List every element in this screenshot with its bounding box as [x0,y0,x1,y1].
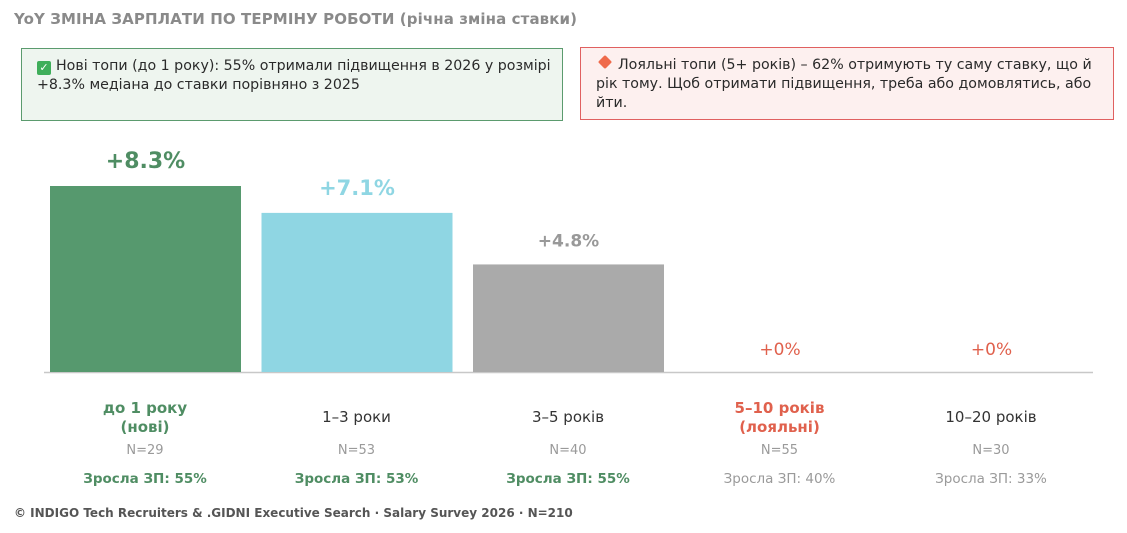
bar-2 [473,264,664,372]
raise-share-4: Зросла ЗП: 33% [935,471,1047,487]
sample-count-4: N=30 [972,443,1010,458]
category-label-4: 10–20 років [945,408,1037,426]
footer: © INDIGO Tech Recruiters & .GIDNI Execut… [14,506,573,520]
raise-share-3: Зросла ЗП: 40% [723,471,836,487]
category-label-1: 1–3 роки [322,408,391,426]
check-icon: ✓ [37,61,51,75]
sample-count-2: N=40 [549,443,587,458]
loyal-callout: Лояльні топи (5+ років) – 62% отримують … [580,47,1114,120]
value-label-1: +7.1% [319,176,395,200]
raise-share-2: Зросла ЗП: 55% [506,471,630,487]
value-label-3: +0% [759,340,800,360]
chart-title: YoY ЗМІНА ЗАРПЛАТИ ПО ТЕРМІНУ РОБОТИ (рі… [14,10,578,28]
value-label-0: +8.3% [106,149,185,174]
bar-0 [50,186,241,372]
raise-share-1: Зросла ЗП: 53% [294,471,419,487]
raise-share-0: Зросла ЗП: 55% [83,471,207,487]
category-label-2: 3–5 років [531,408,605,426]
sample-count-0: N=29 [126,443,164,458]
category-label-0: до 1 року (нові) [102,399,188,436]
diamond-icon [597,54,613,70]
bar-1 [261,212,453,372]
new-hires-callout-text: Нові топи (до 1 року): 55% отримали підв… [37,58,551,93]
new-hires-callout: ✓ Нові топи (до 1 року): 55% отримали під… [21,48,563,121]
loyal-callout-text: Лояльні топи (5+ років) – 62% отримують … [596,57,1092,111]
sample-count-3: N=55 [760,443,799,458]
value-label-2: +4.8% [538,231,599,251]
category-label-3: 5–10 років (лояльні) [734,399,825,436]
sample-count-1: N=53 [337,443,376,458]
value-label-4: +0% [971,340,1012,360]
salary-change-bar-chart: +8.3% +7.1% +4.8% +0% +0% [44,149,1093,374]
